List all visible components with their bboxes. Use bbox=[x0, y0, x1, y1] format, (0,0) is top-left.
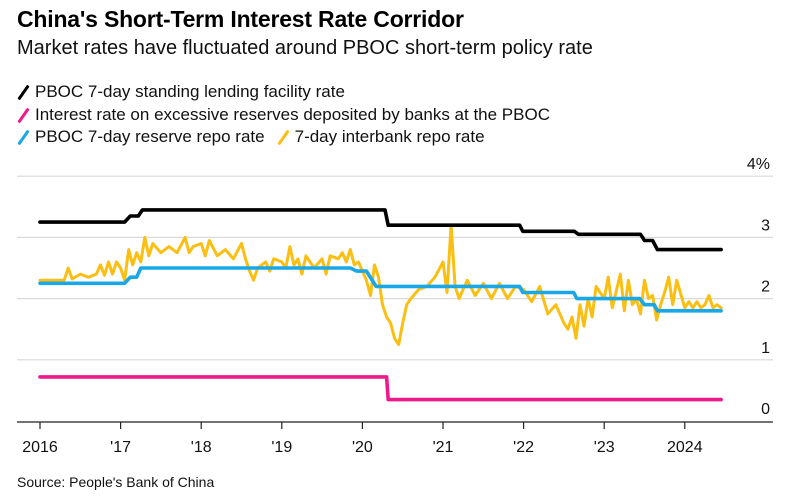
legend-item-reverse-repo: PBOC 7-day reserve repo rate bbox=[17, 126, 265, 148]
y-tick-label: 1 bbox=[761, 340, 770, 357]
x-tick-label: '22 bbox=[513, 439, 534, 456]
x-tick-label: '19 bbox=[271, 439, 292, 456]
source-note: Source: People's Bank of China bbox=[17, 474, 215, 490]
series-lines bbox=[38, 208, 723, 402]
gridlines bbox=[17, 175, 773, 361]
series-line-pboc-7-day-reserve-repo-rate bbox=[38, 266, 723, 313]
chart-title: China's Short-Term Interest Rate Corrido… bbox=[17, 6, 464, 32]
y-tick-label: 2 bbox=[761, 279, 770, 296]
chart-subtitle: Market rates have fluctuated around PBOC… bbox=[17, 37, 593, 59]
legend-label-reverse-repo: PBOC 7-day reserve repo rate bbox=[35, 127, 265, 146]
legend-label-slf: PBOC 7-day standing lending facility rat… bbox=[35, 82, 345, 101]
x-tick-label: '21 bbox=[433, 439, 454, 456]
y-tick-label: 3 bbox=[761, 217, 770, 234]
y-tick-label: 4% bbox=[747, 156, 770, 173]
y-tick-label: 0 bbox=[761, 401, 770, 418]
x-axis: 2016 '17 '18 '19 '20 '21 '22 '23 2024 bbox=[17, 421, 773, 456]
y-axis-labels: 4% 3 2 1 0 bbox=[747, 156, 770, 418]
legend-item-interbank-repo: 7-day interbank repo rate bbox=[277, 126, 485, 148]
series-line-interest-rate-on-excessive-reserves-deposited-by-banks-at-the-pboc bbox=[38, 375, 723, 402]
legend-label-ioer: Interest rate on excessive reserves depo… bbox=[35, 105, 550, 124]
legend-row-1: PBOC 7-day standing lending facility rat… bbox=[17, 81, 357, 103]
x-tick-label: '23 bbox=[594, 439, 615, 456]
legend-item-ioer: Interest rate on excessive reserves depo… bbox=[17, 104, 550, 126]
legend-label-interbank-repo: 7-day interbank repo rate bbox=[294, 127, 485, 146]
x-tick-label: '17 bbox=[110, 439, 131, 456]
legend-row-3: PBOC 7-day reserve repo rate 7-day inter… bbox=[17, 126, 497, 148]
series-line-7-day-interbank-repo-rate bbox=[38, 223, 723, 346]
x-tick-label: '18 bbox=[191, 439, 212, 456]
x-tick-label: '20 bbox=[352, 439, 373, 456]
legend-item-slf: PBOC 7-day standing lending facility rat… bbox=[17, 81, 345, 103]
x-tick-label: 2016 bbox=[22, 439, 58, 456]
x-tick-label: 2024 bbox=[667, 439, 703, 456]
series-line-pboc-7-day-standing-lending-facility-rate bbox=[38, 208, 723, 252]
legend-row-2: Interest rate on excessive reserves depo… bbox=[17, 104, 562, 126]
